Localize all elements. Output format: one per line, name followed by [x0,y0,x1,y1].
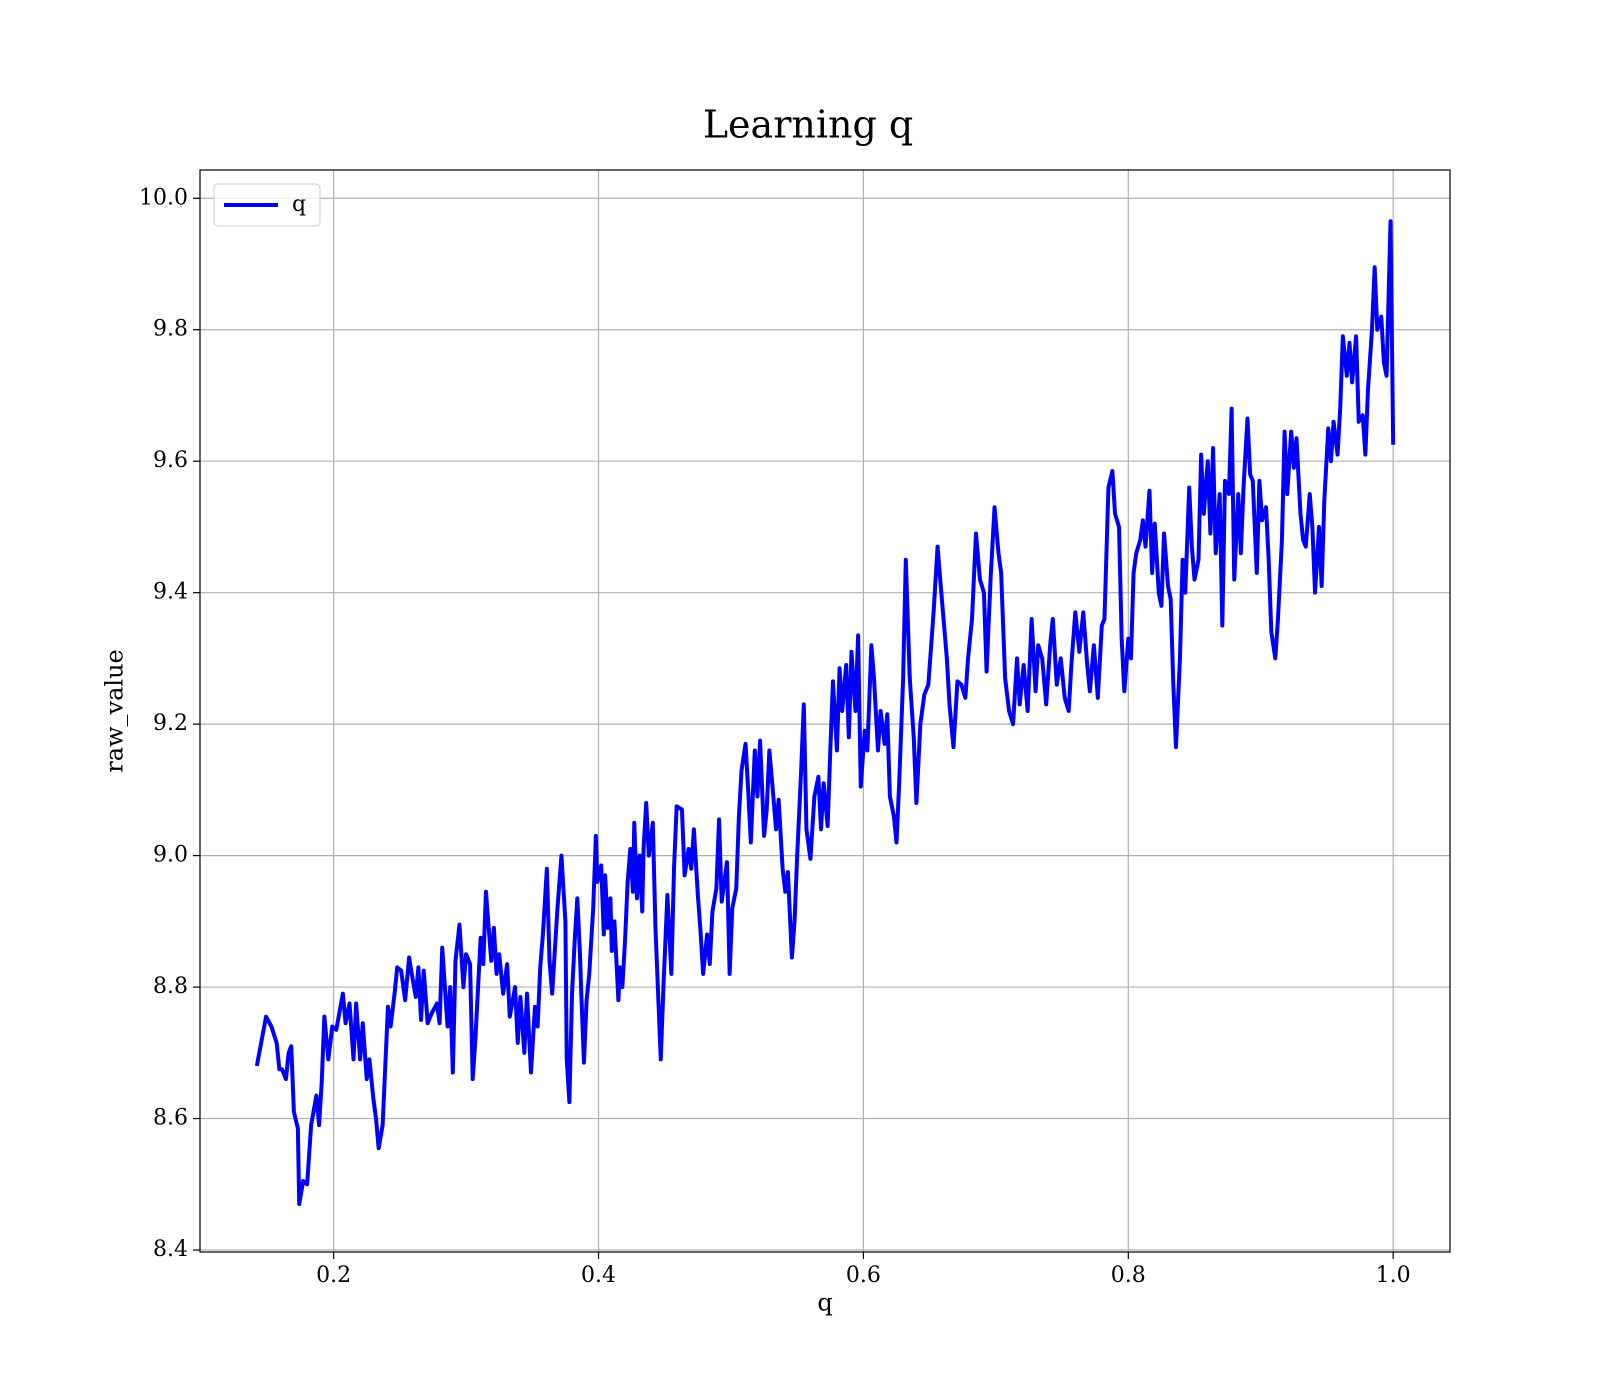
y-tick-label: 8.6 [153,1106,188,1131]
y-tick-label: 9.8 [153,317,188,342]
chart-title: Learning q [703,103,913,147]
y-tick-label: 8.4 [153,1237,188,1262]
x-axis-label: q [817,1289,832,1317]
x-tick-label: 0.6 [846,1263,881,1288]
legend: q [213,183,321,227]
y-tick-label: 9.4 [153,580,188,605]
y-tick-label: 8.8 [153,974,188,999]
plot-frame [199,169,1451,1253]
y-tick-label: 9.2 [153,711,188,736]
data-line [254,219,1396,1207]
y-axis-label: raw_value [101,649,129,773]
x-tick-label: 0.2 [316,1263,351,1288]
x-tick-label: 1.0 [1376,1263,1411,1288]
y-tick-label: 9.0 [153,843,188,868]
legend-label: q [292,192,306,217]
y-tick-label: 10.0 [139,185,188,210]
x-tick-label: 0.4 [581,1263,616,1288]
y-tick-label: 9.6 [153,448,188,473]
x-tick-label: 0.8 [1111,1263,1146,1288]
